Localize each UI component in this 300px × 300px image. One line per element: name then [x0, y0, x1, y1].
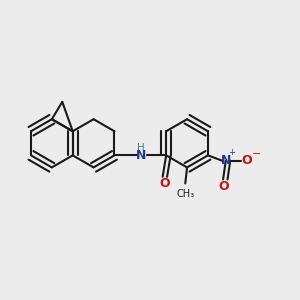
Text: O: O — [241, 154, 252, 167]
Text: N: N — [136, 149, 146, 162]
Text: −: − — [251, 149, 261, 160]
Text: N: N — [220, 154, 231, 167]
Text: +: + — [229, 148, 236, 157]
Text: CH₃: CH₃ — [176, 189, 194, 199]
Text: O: O — [159, 177, 170, 190]
Text: O: O — [219, 180, 229, 193]
Text: H: H — [137, 143, 145, 153]
